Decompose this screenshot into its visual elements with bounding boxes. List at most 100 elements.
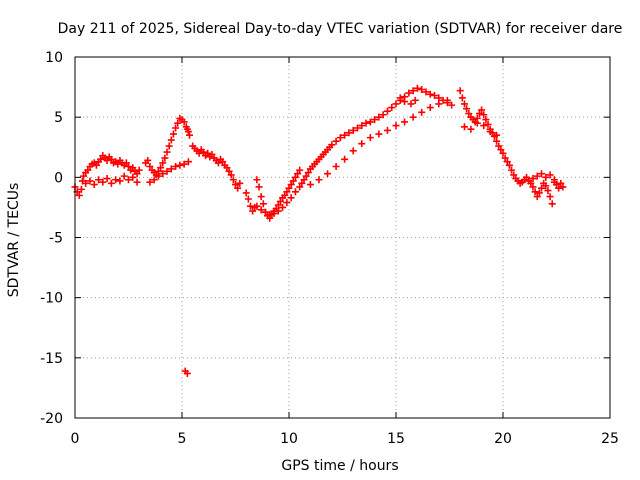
- data-point-marker: [107, 155, 115, 163]
- data-point-marker: [227, 171, 235, 179]
- data-point-marker: [475, 110, 483, 118]
- data-point-marker: [291, 173, 299, 181]
- data-point-marker: [456, 87, 464, 95]
- data-point-marker: [409, 113, 417, 121]
- data-point-marker: [180, 118, 188, 126]
- data-point-marker: [328, 141, 336, 149]
- data-point-marker: [249, 207, 257, 215]
- data-point-marker: [353, 124, 361, 132]
- data-point-marker: [426, 104, 434, 112]
- data-point-marker: [505, 161, 513, 169]
- data-point-marker: [405, 89, 413, 97]
- data-point-marker: [112, 176, 120, 184]
- data-point-marker: [495, 142, 503, 150]
- data-point-marker: [529, 183, 537, 191]
- data-point-marker: [371, 116, 379, 124]
- data-point-marker: [291, 188, 299, 196]
- y-axis-label: SDTVAR / TECUs: [6, 183, 22, 298]
- data-point-marker: [298, 179, 306, 187]
- data-point-marker: [176, 161, 184, 169]
- data-point-marker: [259, 200, 267, 208]
- y-tick-label: 0: [54, 170, 63, 186]
- data-point-marker: [234, 184, 242, 192]
- data-point-marker: [535, 189, 543, 197]
- data-point-marker: [103, 175, 111, 183]
- data-point-marker: [392, 100, 400, 108]
- data-point-marker: [274, 201, 282, 209]
- x-tick-label: 10: [280, 431, 298, 447]
- data-point-marker: [362, 119, 370, 127]
- data-point-marker: [296, 183, 304, 191]
- x-tick-label: 5: [178, 431, 187, 447]
- data-point-marker: [244, 195, 252, 203]
- data-point-marker: [480, 111, 488, 119]
- x-tick-label: 0: [71, 431, 80, 447]
- data-point-marker: [478, 106, 486, 114]
- data-point-marker: [411, 96, 419, 104]
- data-point-marker: [169, 130, 177, 138]
- data-point-marker: [114, 160, 122, 168]
- data-point-marker: [458, 94, 466, 102]
- data-point-marker: [204, 149, 212, 157]
- data-point-marker: [223, 164, 231, 172]
- data-point-marker: [486, 128, 494, 136]
- data-point-marker: [336, 134, 344, 142]
- data-point-marker: [167, 165, 175, 173]
- data-point-marker: [542, 173, 550, 181]
- data-point-marker: [157, 164, 165, 172]
- data-point-marker: [366, 134, 374, 142]
- data-point-marker: [159, 170, 167, 178]
- data-point-marker: [122, 159, 130, 167]
- data-point-marker: [86, 177, 94, 185]
- data-point-marker: [542, 182, 550, 190]
- data-point-marker: [557, 179, 565, 187]
- data-point-marker: [480, 122, 488, 130]
- x-tick-label: 25: [601, 431, 619, 447]
- data-point-marker: [300, 176, 308, 184]
- data-point-marker: [281, 191, 289, 199]
- data-point-marker: [199, 148, 207, 156]
- data-point-marker: [289, 177, 297, 185]
- data-point-marker: [279, 203, 287, 211]
- data-point-marker: [341, 155, 349, 163]
- data-point-marker: [185, 131, 193, 139]
- data-point-marker: [460, 100, 468, 108]
- data-point-marker: [283, 188, 291, 196]
- data-point-marker: [349, 147, 357, 155]
- data-point-marker: [257, 206, 265, 214]
- data-point-marker: [107, 179, 115, 187]
- data-point-marker: [304, 169, 312, 177]
- data-point-marker: [172, 124, 180, 132]
- data-point-marker: [77, 185, 85, 193]
- data-point-marker: [129, 173, 137, 181]
- data-point-marker: [493, 137, 501, 145]
- data-point-marker: [531, 188, 539, 196]
- data-point-marker: [467, 125, 475, 133]
- data-point-marker: [401, 118, 409, 126]
- data-point-marker: [401, 98, 409, 106]
- data-point-marker: [306, 181, 314, 189]
- data-point-marker: [538, 184, 546, 192]
- data-point-marker: [159, 159, 167, 167]
- data-point-marker: [443, 96, 451, 104]
- data-point-marker: [315, 176, 323, 184]
- data-point-marker: [270, 209, 278, 217]
- data-point-marker: [161, 154, 169, 162]
- data-point-marker: [332, 163, 340, 171]
- data-point-marker: [120, 172, 128, 180]
- x-tick-labels: 0 5 10 15 20 25: [71, 431, 619, 447]
- data-point-marker: [97, 155, 105, 163]
- data-point-marker: [544, 187, 552, 195]
- data-point-marker: [435, 94, 443, 102]
- data-point-marker: [358, 140, 366, 148]
- data-point-marker: [172, 163, 180, 171]
- data-point-marker: [261, 208, 269, 216]
- data-point-marker: [533, 193, 541, 201]
- data-point-marker: [296, 166, 304, 174]
- data-point-marker: [332, 137, 340, 145]
- data-point-marker: [503, 158, 511, 166]
- data-point-marker: [154, 172, 162, 180]
- data-point-marker: [90, 181, 98, 189]
